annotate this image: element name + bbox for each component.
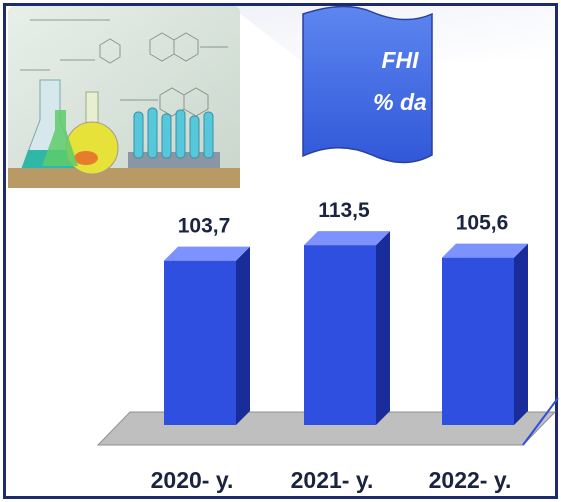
category-label: 2020- y. xyxy=(151,467,234,493)
category-label: 2022- y. xyxy=(429,467,512,493)
title-banner: FHI % da xyxy=(302,5,433,164)
category-labels: 2020- y. 2021- y. 2022- y. xyxy=(151,467,512,493)
bar-top xyxy=(304,231,390,246)
value-label: 103,7 xyxy=(178,215,231,238)
bars-group xyxy=(164,231,528,425)
lab-table xyxy=(8,168,240,188)
round-flask-icon xyxy=(65,121,119,175)
erlenmeyer-icon xyxy=(42,110,78,166)
flask-orange-liquid xyxy=(74,151,98,165)
bar xyxy=(304,245,376,425)
value-label: 113,5 xyxy=(318,199,370,222)
round-flask-neck xyxy=(85,91,99,127)
banner-line-2: % da xyxy=(373,89,427,115)
banner-shape xyxy=(302,5,433,164)
bar-side xyxy=(514,243,528,425)
bar-side xyxy=(236,246,250,425)
test-tubes-icon xyxy=(133,107,214,159)
bar-top xyxy=(164,246,250,261)
banner-line-1: FHI xyxy=(381,47,419,73)
category-label: 2021- y. xyxy=(291,467,374,493)
bar xyxy=(442,257,514,425)
formula-sketch xyxy=(20,19,228,117)
value-label: 105,6 xyxy=(456,212,509,235)
bar-side xyxy=(376,231,390,425)
bar xyxy=(164,260,236,425)
chart-floor-edge xyxy=(522,397,559,446)
bar-top xyxy=(442,243,528,258)
value-labels: 103,7 113,5 105,6 xyxy=(178,199,509,238)
chemistry-illustration xyxy=(8,6,240,188)
